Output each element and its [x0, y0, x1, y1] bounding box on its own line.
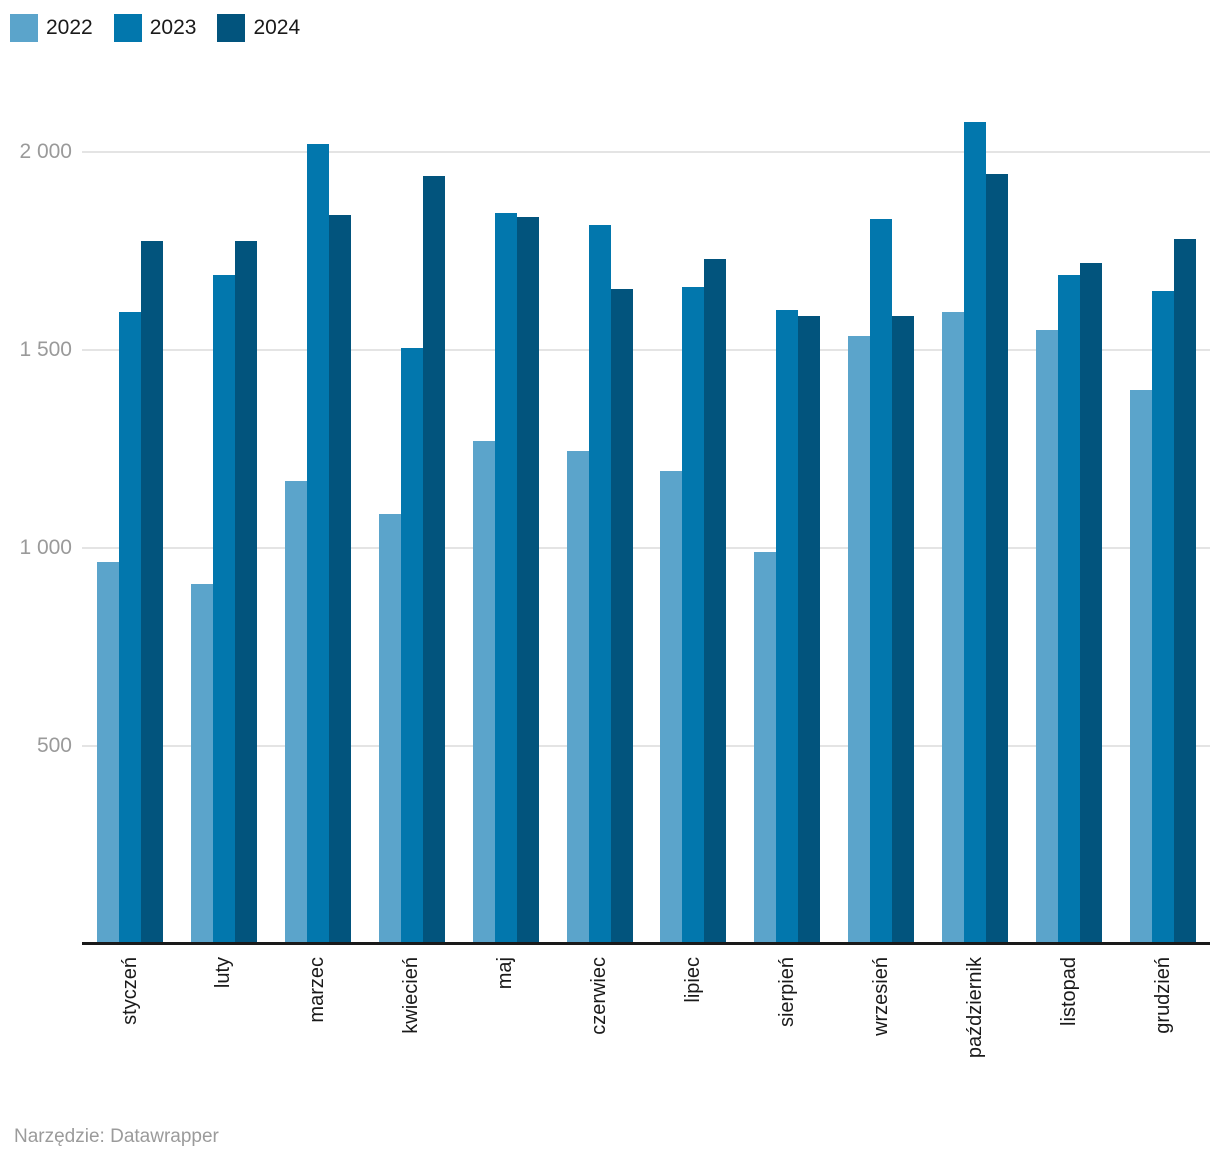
x-axis-line [82, 942, 1210, 945]
y-gridline-1500 [82, 349, 1210, 351]
legend: 2022 2023 2024 [10, 14, 300, 42]
bar-2024-grudzień [1174, 239, 1196, 942]
x-axis-label-wrap: wrzesień [866, 957, 896, 1036]
x-axis-tick-label: grudzień [1151, 957, 1174, 1034]
bar-2023-kwiecień [400, 348, 423, 942]
bar-2024-styczeń [141, 241, 163, 942]
x-axis-tick-label: wrzesień [869, 957, 892, 1036]
x-axis-label-wrap: listopad [1054, 957, 1084, 1026]
bar-2022-marzec [284, 480, 307, 942]
bar-2023-lipiec [682, 286, 705, 942]
bar-2024-wrzesień [892, 316, 915, 942]
bar-2022-wrzesień [848, 336, 871, 942]
attribution-text: Narzędzie: Datawrapper [14, 1126, 219, 1147]
bar-2024-kwiecień [422, 175, 445, 942]
x-axis-label-wrap: styczeń [115, 957, 145, 1025]
bar-2022-sierpień [754, 551, 777, 942]
x-axis-label-wrap: grudzień [1148, 957, 1178, 1034]
bar-2024-luty [234, 241, 257, 942]
bar-2024-maj [516, 217, 539, 942]
x-axis-tick-label: październik [963, 957, 986, 1059]
legend-swatch-icon [10, 14, 38, 42]
legend-swatch-icon [217, 14, 246, 42]
bar-2022-styczeń [97, 561, 119, 942]
bar-2024-marzec [328, 215, 351, 942]
bar-2023-październik [964, 122, 987, 942]
legend-label: 2022 [46, 16, 93, 39]
legend-item-2023: 2023 [113, 14, 197, 42]
bar-2022-listopad [1036, 330, 1059, 942]
y-gridline-500 [82, 745, 1210, 747]
x-axis-label-wrap: październik [960, 957, 990, 1058]
y-gridline-1000 [82, 547, 1210, 549]
y-axis-tick-label: 2 000 [19, 140, 72, 163]
x-axis-label-wrap: kwiecień [397, 957, 427, 1034]
legend-swatch-icon [113, 14, 142, 42]
x-axis-label-wrap: luty [209, 957, 239, 988]
x-axis-tick-label: listopad [1057, 957, 1080, 1026]
bar-2023-listopad [1058, 274, 1081, 942]
x-axis-label-wrap: lipiec [678, 957, 708, 1003]
legend-label: 2024 [253, 16, 301, 39]
bar-2023-maj [494, 213, 517, 942]
x-axis-label-wrap: marzec [303, 957, 333, 1023]
x-axis-tick-label: maj [494, 957, 517, 990]
bar-2023-czerwiec [588, 225, 611, 942]
legend-item-2024: 2024 [217, 14, 300, 42]
bar-2023-grudzień [1152, 290, 1174, 942]
bar-2022-kwiecień [378, 514, 401, 942]
x-axis-tick-label: kwiecień [400, 957, 423, 1034]
bar-2023-sierpień [776, 310, 799, 942]
x-axis-tick-label: styczeń [118, 957, 141, 1025]
x-axis-tick-label: marzec [306, 957, 329, 1023]
x-axis-tick-label: czerwiec [588, 957, 611, 1035]
x-axis-tick-label: lipiec [681, 957, 704, 1003]
bar-2023-marzec [306, 144, 329, 942]
bar-2024-lipiec [704, 258, 727, 942]
legend-label: 2023 [149, 16, 197, 39]
y-axis-tick-label: 1 500 [19, 338, 72, 361]
x-axis-tick-label: luty [212, 957, 235, 989]
legend-item-2022: 2022 [10, 14, 93, 42]
x-axis-label-wrap: maj [491, 957, 521, 989]
bar-2023-wrzesień [870, 219, 893, 942]
bar-2024-październik [986, 173, 1009, 942]
bar-2024-sierpień [798, 316, 821, 942]
y-gridline-2000 [82, 151, 1210, 153]
y-axis-tick-label: 1 000 [19, 536, 72, 559]
bar-2022-grudzień [1130, 389, 1152, 942]
bar-2022-lipiec [660, 470, 683, 942]
bar-2022-październik [942, 312, 965, 942]
x-axis-label-wrap: czerwiec [585, 957, 615, 1035]
bar-2022-luty [190, 583, 213, 942]
x-axis-tick-label: sierpień [775, 957, 798, 1028]
x-axis-label-wrap: sierpień [772, 957, 802, 1027]
y-axis-tick-label: 500 [36, 734, 72, 757]
bar-2024-czerwiec [610, 288, 633, 942]
bar-2022-maj [472, 441, 495, 942]
bar-2023-luty [212, 274, 235, 942]
bar-2022-czerwiec [566, 450, 589, 942]
bar-2024-listopad [1080, 262, 1103, 942]
bar-2023-styczeń [119, 312, 141, 942]
